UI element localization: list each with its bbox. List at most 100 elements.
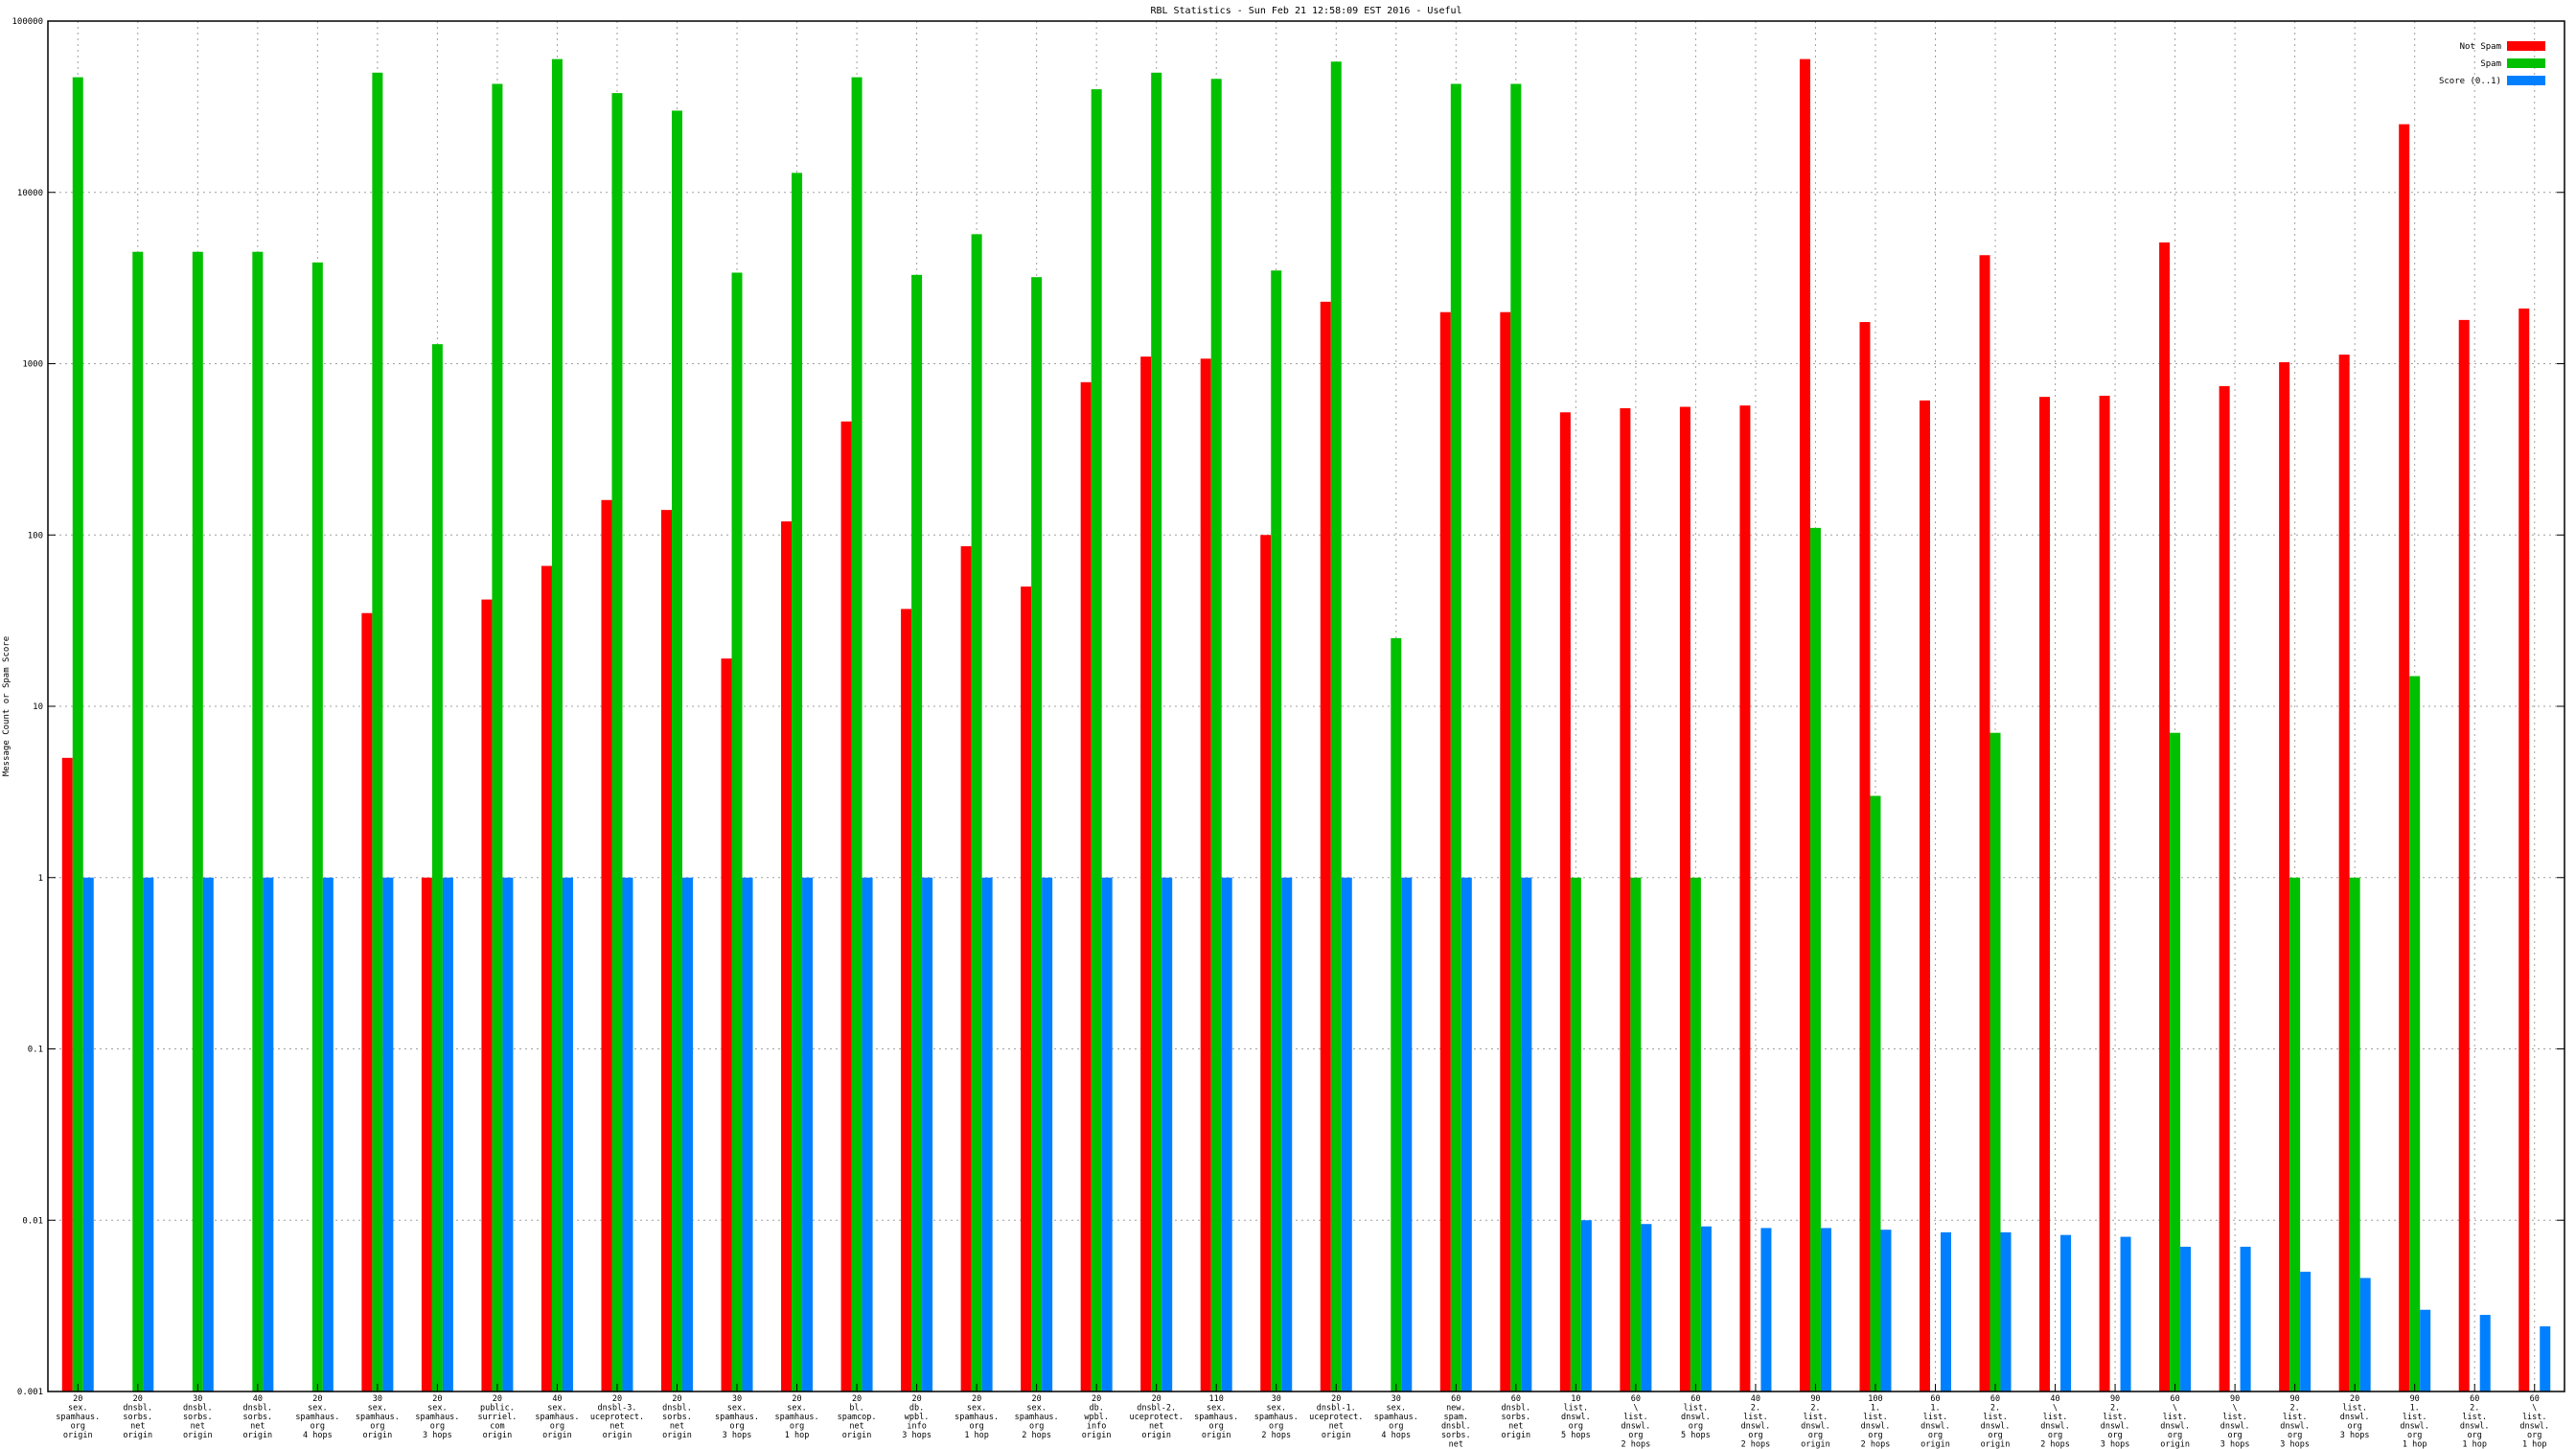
bar-score-0-1: [82, 877, 94, 1392]
bar-not-spam: [2279, 361, 2290, 1392]
bar-score-0-1: [742, 877, 753, 1392]
bar-score-0-1: [1162, 877, 1173, 1392]
x-tick-label: 90 2. list. dnswl. org 3 hops: [2101, 1394, 2130, 1449]
x-tick-label: 60 dnsbl. sorbs. net origin: [1501, 1394, 1530, 1440]
bar-not-spam: [2458, 319, 2470, 1392]
bar-spam: [311, 262, 323, 1392]
x-tick-label: 30 sex. spamhaus. org 2 hops: [1254, 1394, 1299, 1440]
bar-score-0-1: [1281, 877, 1293, 1392]
y-tick-label: 1000: [22, 360, 43, 370]
x-tick-label: 40 2. list. dnswl. org 2 hops: [1741, 1394, 1771, 1449]
bar-spam: [1391, 637, 1402, 1392]
bar-score-0-1: [2060, 1234, 2072, 1392]
bar-spam: [1271, 270, 1282, 1392]
y-tick-label: 0.001: [17, 1388, 43, 1397]
x-tick-label: 30 sex. spamhaus. org 3 hops: [715, 1394, 759, 1440]
y-tick-label: 10000: [17, 189, 43, 198]
bar-spam: [792, 172, 803, 1392]
bar-not-spam: [2219, 385, 2230, 1392]
bar-spam: [2289, 877, 2301, 1392]
x-tick-label: 20 dnsbl-1. uceprotect. net origin: [1309, 1394, 1363, 1440]
x-tick-label: 60 2. list. dnswl. org origin: [1981, 1394, 2011, 1449]
bar-not-spam: [2099, 395, 2110, 1392]
bar-not-spam: [1500, 311, 1511, 1392]
bar-score-0-1: [2180, 1246, 2192, 1392]
bar-spam: [1990, 732, 2001, 1392]
bar-spam: [492, 83, 503, 1392]
bar-not-spam: [2338, 355, 2350, 1392]
bar-score-0-1: [1760, 1228, 1772, 1392]
x-tick-label: 40 dnsbl. sorbs. net origin: [242, 1394, 272, 1440]
bar-not-spam: [1739, 405, 1751, 1392]
bar-spam: [1690, 877, 1701, 1392]
x-tick-label: 60 list. dnswl. org 5 hops: [1681, 1394, 1711, 1440]
bar-spam: [132, 251, 144, 1392]
bar-spam: [672, 110, 682, 1392]
bar-not-spam: [1679, 406, 1690, 1392]
bar-not-spam: [2399, 124, 2410, 1392]
bar-not-spam: [1320, 301, 1331, 1392]
bar-score-0-1: [802, 877, 814, 1392]
bar-score-0-1: [202, 877, 214, 1392]
legend-label: Score (0..1): [2439, 77, 2501, 86]
x-tick-label: 40 sex. spamhaus. org origin: [535, 1394, 579, 1440]
bar-spam: [911, 274, 923, 1392]
x-tick-label: 30 sex. spamhaus. org 4 hops: [1374, 1394, 1418, 1440]
bar-spam: [2349, 877, 2360, 1392]
bar-score-0-1: [1521, 877, 1532, 1392]
x-axis-labels: 20 sex. spamhaus. org origin 20 dnsbl. sorbs. ne…: [56, 1384, 2549, 1449]
x-tick-label: 60 \ list. dnswl. org 1 hop: [2519, 1394, 2549, 1449]
bar-spam: [1809, 527, 1821, 1392]
bar-spam: [1510, 83, 1522, 1392]
x-tick-label: 20 sex. spamhaus. org 1 hop: [775, 1394, 819, 1440]
bar-spam: [1151, 72, 1162, 1392]
bar-score-0-1: [562, 877, 573, 1392]
bar-score-0-1: [1880, 1230, 1892, 1392]
y-tick-label: 100: [28, 531, 43, 540]
x-tick-label: 20 public. surriel. com origin: [477, 1394, 517, 1440]
bar-not-spam: [1200, 358, 1211, 1392]
bar-score-0-1: [2420, 1309, 2431, 1392]
bar-not-spam: [2039, 397, 2051, 1392]
x-tick-label: 20 dnsbl-3. uceprotect. net origin: [590, 1394, 644, 1440]
y-tick-label: 0.1: [28, 1046, 43, 1055]
bar-score-0-1: [1101, 877, 1113, 1392]
x-tick-label: 30 sex. spamhaus. org origin: [356, 1394, 400, 1440]
bar-score-0-1: [2540, 1326, 2551, 1392]
bar-score-0-1: [263, 877, 274, 1392]
x-tick-label: 90 \ list. dnswl. org 3 hops: [2220, 1394, 2250, 1449]
bar-score-0-1: [502, 877, 514, 1392]
bar-not-spam: [960, 545, 972, 1392]
x-tick-label: 20 sex. spamhaus. org 1 hop: [954, 1394, 999, 1440]
bar-not-spam: [1979, 255, 1990, 1392]
bar-spam: [851, 77, 862, 1392]
x-tick-label: 60 1. list. dnswl. org origin: [1920, 1394, 1950, 1449]
bar-spam: [731, 272, 743, 1392]
bar-score-0-1: [922, 877, 933, 1392]
legend: Not Spam Spam Score (0..1): [2439, 41, 2545, 86]
bar-score-0-1: [1820, 1228, 1831, 1392]
bar-score-0-1: [981, 877, 993, 1392]
x-tick-label: 110 sex. spamhaus. org origin: [1194, 1394, 1238, 1440]
bar-not-spam: [840, 421, 852, 1392]
bar-score-0-1: [1401, 877, 1413, 1392]
bar-score-0-1: [1042, 877, 1053, 1392]
x-tick-label: 20 db. wpbl. info 3 hops: [902, 1394, 932, 1440]
bar-not-spam: [481, 599, 493, 1392]
x-tick-label: 20 sex. spamhaus. org 4 hops: [295, 1394, 339, 1440]
bar-not-spam: [361, 612, 373, 1392]
bar-spam: [372, 72, 383, 1392]
bar-not-spam: [781, 521, 793, 1392]
legend-swatch: [2507, 58, 2545, 68]
x-tick-label: 20 dnsbl. sorbs. net origin: [662, 1394, 692, 1440]
bar-spam: [1870, 795, 1881, 1392]
bar-not-spam: [1799, 58, 1810, 1392]
legend-label: Not Spam: [2460, 42, 2501, 52]
bar-score-0-1: [1460, 877, 1472, 1392]
y-tick-label: 1: [38, 874, 43, 884]
bar-score-0-1: [2240, 1246, 2251, 1392]
bar-score-0-1: [2000, 1231, 2012, 1392]
bar-spam: [2170, 732, 2181, 1392]
